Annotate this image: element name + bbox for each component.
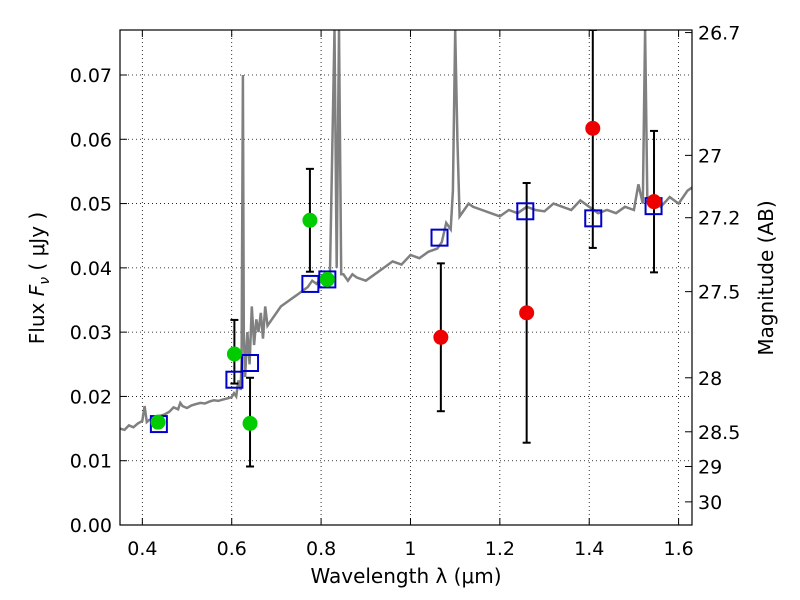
magnitude-tick-label: 26.7 <box>698 23 740 45</box>
model-photometry-square <box>584 209 603 228</box>
plot-frame <box>119 29 693 526</box>
model-photometry-square <box>318 270 337 289</box>
observed-flux-point <box>646 194 662 210</box>
x-tick-label: 0.6 <box>217 538 247 560</box>
model-photometry-square <box>225 370 244 389</box>
magnitude-tick-label: 30 <box>698 492 722 514</box>
y-tick-label: 0.06 <box>70 129 112 151</box>
y-tick-label: 0.02 <box>70 386 112 408</box>
observed-flux-point <box>302 212 318 228</box>
y2-axis-title: Magnitude (AB) <box>754 200 778 355</box>
observed-flux-point <box>519 305 535 321</box>
y-tick-label: 0.00 <box>70 515 112 537</box>
magnitude-tick-label: 29 <box>698 457 722 479</box>
x-axis-title: Wavelength λ (μm) <box>310 564 501 588</box>
x-tick-label: 1.6 <box>663 538 693 560</box>
y-tick-label: 0.04 <box>70 258 112 280</box>
y-tick-label: 0.03 <box>70 322 112 344</box>
y-axis-title: Flux Fν ( μJy ) <box>25 212 53 344</box>
magnitude-axis-ticks: 26.7 27 27.2 27.5 28 28.5 29 30 <box>685 23 740 514</box>
observed-flux-point <box>242 415 258 431</box>
magnitude-tick-label: 28.5 <box>698 422 740 444</box>
y-tick-label: 0.01 <box>70 451 112 473</box>
x-axis-ticks: 0.4 0.6 0.8 1 1.2 1.4 1.6 <box>127 30 694 560</box>
observed-flux-point <box>226 346 242 362</box>
x-tick-label: 1.2 <box>485 538 515 560</box>
model-photometry-square <box>241 354 260 372</box>
model-photometry-square <box>430 228 449 247</box>
y-tick-label: 0.07 <box>70 65 112 87</box>
model-photometry-square <box>516 202 535 221</box>
x-tick-label: 1.4 <box>574 538 604 560</box>
x-tick-label: 0.8 <box>306 538 336 560</box>
plot-area <box>120 30 692 468</box>
magnitude-tick-label: 28 <box>698 368 722 390</box>
magnitude-tick-label: 27.5 <box>698 282 740 304</box>
observed-flux-point <box>150 414 166 430</box>
x-tick-label: 1 <box>404 538 416 560</box>
observed-flux-point <box>319 271 335 287</box>
observed-flux-point <box>433 329 449 345</box>
data-markers <box>149 120 663 434</box>
x-tick-label: 0.4 <box>127 538 157 560</box>
y-tick-label: 0.05 <box>70 194 112 216</box>
magnitude-tick-label: 27 <box>698 145 722 167</box>
magnitude-tick-label: 27.2 <box>698 208 740 230</box>
observed-flux-point <box>585 120 601 136</box>
y-axis-ticks: 0.00 0.01 0.02 0.03 0.04 0.05 0.06 0.07 <box>70 65 127 537</box>
